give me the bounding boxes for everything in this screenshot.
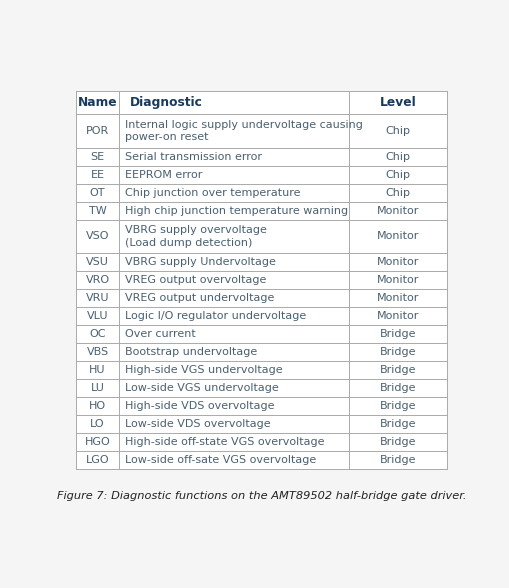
Text: LU: LU (91, 383, 104, 393)
Text: Bridge: Bridge (379, 365, 415, 375)
Text: Over current: Over current (125, 329, 195, 339)
Text: Bridge: Bridge (379, 437, 415, 447)
Text: Bridge: Bridge (379, 401, 415, 411)
Text: LGO: LGO (86, 455, 109, 465)
Text: EEPROM error: EEPROM error (125, 170, 202, 180)
Text: SE: SE (90, 152, 104, 162)
Text: VLU: VLU (87, 311, 108, 321)
Text: Low-side VDS overvoltage: Low-side VDS overvoltage (125, 419, 270, 429)
Text: Level: Level (379, 96, 415, 109)
Text: OT: OT (90, 188, 105, 198)
Text: POR: POR (86, 126, 109, 136)
Text: High-side off-state VGS overvoltage: High-side off-state VGS overvoltage (125, 437, 324, 447)
Text: Chip: Chip (385, 126, 410, 136)
Text: Chip: Chip (385, 188, 410, 198)
Text: High-side VGS undervoltage: High-side VGS undervoltage (125, 365, 282, 375)
Text: VRO: VRO (86, 275, 109, 285)
Text: VRU: VRU (86, 293, 109, 303)
Text: EE: EE (91, 170, 104, 180)
Text: Name: Name (77, 96, 117, 109)
Text: Bridge: Bridge (379, 329, 415, 339)
Text: Logic I/O regulator undervoltage: Logic I/O regulator undervoltage (125, 311, 306, 321)
Text: Bridge: Bridge (379, 455, 415, 465)
Text: HU: HU (89, 365, 105, 375)
Text: Monitor: Monitor (376, 275, 418, 285)
Text: Serial transmission error: Serial transmission error (125, 152, 262, 162)
Text: VREG output undervoltage: VREG output undervoltage (125, 293, 274, 303)
Text: Bridge: Bridge (379, 347, 415, 357)
Text: OC: OC (89, 329, 105, 339)
Text: Monitor: Monitor (376, 311, 418, 321)
Text: Monitor: Monitor (376, 293, 418, 303)
Text: Chip junction over temperature: Chip junction over temperature (125, 188, 300, 198)
Text: Monitor: Monitor (376, 206, 418, 216)
Text: VREG output overvoltage: VREG output overvoltage (125, 275, 266, 285)
Text: Monitor: Monitor (376, 257, 418, 267)
Text: VBRG supply overvoltage
(Load dump detection): VBRG supply overvoltage (Load dump detec… (125, 225, 267, 248)
Text: TW: TW (89, 206, 106, 216)
Text: High chip junction temperature warning: High chip junction temperature warning (125, 206, 348, 216)
Text: HO: HO (89, 401, 106, 411)
Text: Bootstrap undervoltage: Bootstrap undervoltage (125, 347, 257, 357)
Text: High-side VDS overvoltage: High-side VDS overvoltage (125, 401, 274, 411)
Text: Figure 7: Diagnostic functions on the AMT89502 half-bridge gate driver.: Figure 7: Diagnostic functions on the AM… (56, 491, 465, 501)
Text: HGO: HGO (84, 437, 110, 447)
Text: Low-side VGS undervoltage: Low-side VGS undervoltage (125, 383, 278, 393)
Text: VBS: VBS (87, 347, 108, 357)
Text: Low-side off-sate VGS overvoltage: Low-side off-sate VGS overvoltage (125, 455, 316, 465)
Text: Bridge: Bridge (379, 383, 415, 393)
Text: VSO: VSO (86, 231, 109, 241)
Text: Bridge: Bridge (379, 419, 415, 429)
Text: Monitor: Monitor (376, 231, 418, 241)
Text: VBRG supply Undervoltage: VBRG supply Undervoltage (125, 257, 275, 267)
Text: Chip: Chip (385, 170, 410, 180)
Text: Chip: Chip (385, 152, 410, 162)
Text: VSU: VSU (86, 257, 109, 267)
Text: Internal logic supply undervoltage causing
power-on reset: Internal logic supply undervoltage causi… (125, 119, 362, 142)
Text: Diagnostic: Diagnostic (129, 96, 202, 109)
Text: LO: LO (90, 419, 105, 429)
